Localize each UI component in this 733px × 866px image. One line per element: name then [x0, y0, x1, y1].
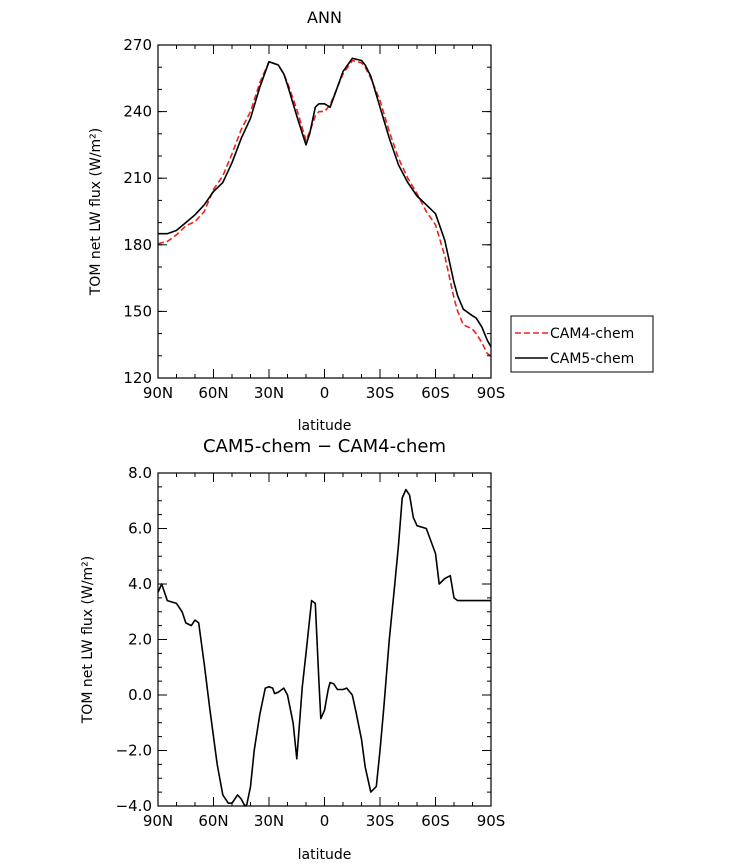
y-tick-label: 150	[123, 302, 152, 320]
x-tick-label: 0	[320, 812, 330, 830]
x-tick-label: 30N	[254, 812, 284, 830]
legend: CAM4-chem CAM5-chem	[510, 315, 654, 373]
x-tick-label: 60S	[421, 384, 450, 402]
y-tick-label: 240	[123, 103, 152, 121]
x-tick-label: 30N	[254, 384, 284, 402]
y-tick-label: 270	[123, 36, 152, 54]
x-tick-label: 0	[320, 384, 330, 402]
legend-box	[510, 315, 654, 373]
x-tick-label: 90N	[143, 812, 173, 830]
y-tick-label: −4.0	[116, 797, 152, 815]
plot-frame	[157, 44, 492, 379]
series-line-difference	[157, 488, 491, 807]
y-tick-label: 8.0	[128, 464, 152, 482]
x-tick-label: 30S	[366, 384, 395, 402]
legend-label-cam5-chem: CAM5-chem	[550, 351, 634, 367]
y-tick-label: 180	[123, 236, 152, 254]
bottom-panel-flux-difference: CAM5-chem − CAM4-chem 90N 60N 30N 0 30S 60S 90S…	[80, 436, 505, 863]
x-tick-label: 60N	[198, 812, 228, 830]
y-axis-label: TOM net LW flux (W/m²)	[88, 128, 104, 297]
y-tick-label: 6.0	[128, 520, 152, 538]
x-tick-label: 90S	[477, 812, 506, 830]
series-line-cam5-chem	[158, 57, 492, 348]
plot-frame	[157, 472, 492, 807]
x-tick-label: 90S	[477, 384, 506, 402]
series-line-cam4-chem	[157, 59, 492, 357]
y-tick-label: 2.0	[128, 631, 152, 649]
x-tick-label: 60S	[421, 812, 450, 830]
x-axis-label: latitude	[298, 847, 352, 863]
y-axis-label: TOM net LW flux (W/m²)	[80, 556, 96, 725]
chart-title: ANN	[307, 8, 342, 27]
x-tick-label: 90N	[143, 384, 173, 402]
x-tick-label: 30S	[366, 812, 395, 830]
top-panel-annual-flux: ANN 90N 60N 30N 0 30S 60S 90S 120 150 180 210 240 270…	[88, 8, 505, 434]
y-tick-label: 210	[123, 169, 152, 187]
chart-title: CAM5-chem − CAM4-chem	[203, 436, 446, 457]
x-axis-label: latitude	[298, 418, 352, 434]
legend-label-cam4-chem: CAM4-chem	[550, 326, 634, 342]
y-tick-label: −2.0	[116, 742, 152, 760]
y-tick-label: 0.0	[128, 686, 152, 704]
y-tick-label: 4.0	[128, 575, 152, 593]
x-tick-label: 60N	[198, 384, 228, 402]
y-tick-label: 120	[123, 369, 152, 387]
